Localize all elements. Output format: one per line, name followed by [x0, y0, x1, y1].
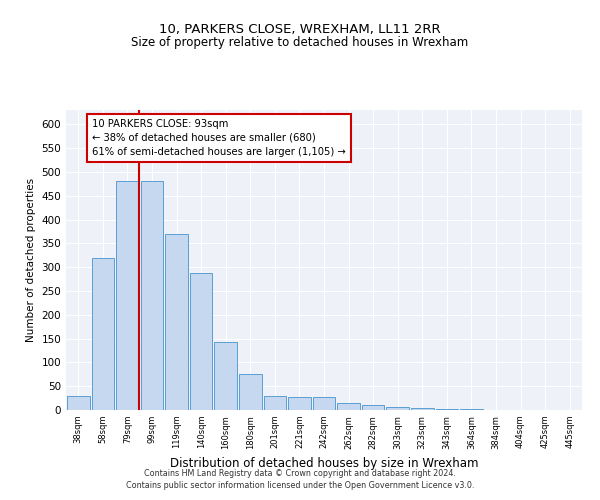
Bar [288, 396, 311, 410]
Bar [337, 404, 360, 410]
Bar [263, 396, 286, 410]
Bar [313, 396, 335, 410]
Bar [165, 234, 188, 410]
Bar [214, 342, 237, 410]
Bar [460, 409, 483, 410]
Bar [411, 408, 434, 410]
Bar [116, 182, 139, 410]
Text: 10 PARKERS CLOSE: 93sqm
← 38% of detached houses are smaller (680)
61% of semi-d: 10 PARKERS CLOSE: 93sqm ← 38% of detache… [92, 119, 346, 157]
Bar [140, 182, 163, 410]
Text: Size of property relative to detached houses in Wrexham: Size of property relative to detached ho… [131, 36, 469, 49]
Text: Contains public sector information licensed under the Open Government Licence v3: Contains public sector information licen… [126, 481, 474, 490]
X-axis label: Distribution of detached houses by size in Wrexham: Distribution of detached houses by size … [170, 457, 478, 470]
Bar [436, 408, 458, 410]
Bar [67, 396, 89, 410]
Bar [92, 258, 114, 410]
Text: 10, PARKERS CLOSE, WREXHAM, LL11 2RR: 10, PARKERS CLOSE, WREXHAM, LL11 2RR [159, 22, 441, 36]
Bar [239, 374, 262, 410]
Y-axis label: Number of detached properties: Number of detached properties [26, 178, 36, 342]
Bar [190, 274, 212, 410]
Text: Contains HM Land Registry data © Crown copyright and database right 2024.: Contains HM Land Registry data © Crown c… [144, 468, 456, 477]
Bar [386, 406, 409, 410]
Bar [362, 405, 385, 410]
